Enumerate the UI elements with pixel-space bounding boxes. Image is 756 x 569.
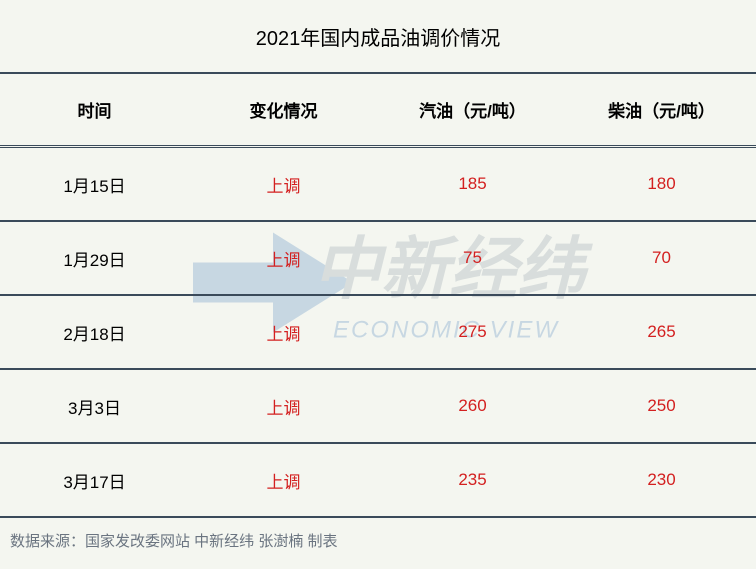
table-content: 2021年国内成品油调价情况 时间 变化情况 汽油（元/吨） 柴油（元/吨） 1… xyxy=(0,0,756,563)
header-date: 时间 xyxy=(0,74,189,145)
cell-diesel: 70 xyxy=(567,222,756,294)
table-row: 3月17日 上调 235 230 xyxy=(0,444,756,518)
cell-diesel: 180 xyxy=(567,148,756,220)
cell-diesel: 265 xyxy=(567,296,756,368)
cell-diesel: 230 xyxy=(567,444,756,516)
cell-date: 1月29日 xyxy=(0,222,189,294)
table-header-row: 时间 变化情况 汽油（元/吨） 柴油（元/吨） xyxy=(0,74,756,148)
header-diesel: 柴油（元/吨） xyxy=(567,74,756,145)
table-row: 2月18日 上调 275 265 xyxy=(0,296,756,370)
table-title: 2021年国内成品油调价情况 xyxy=(256,22,501,51)
header-gasoline: 汽油（元/吨） xyxy=(378,74,567,145)
cell-date: 3月17日 xyxy=(0,444,189,516)
cell-gasoline: 185 xyxy=(378,148,567,220)
table-row: 1月29日 上调 75 70 xyxy=(0,222,756,296)
source-text: 数据来源：国家发改委网站 中新经纬 张澍楠 制表 xyxy=(0,518,756,563)
cell-date: 1月15日 xyxy=(0,148,189,220)
table-row: 1月15日 上调 185 180 xyxy=(0,148,756,222)
header-change: 变化情况 xyxy=(189,74,378,145)
table-title-row: 2021年国内成品油调价情况 xyxy=(0,0,756,74)
cell-change: 上调 xyxy=(189,222,378,294)
table-row: 3月3日 上调 260 250 xyxy=(0,370,756,444)
cell-date: 3月3日 xyxy=(0,370,189,442)
cell-gasoline: 260 xyxy=(378,370,567,442)
cell-change: 上调 xyxy=(189,296,378,368)
cell-gasoline: 75 xyxy=(378,222,567,294)
table-container: 中新经纬 ECONOMIC VIEW 2021年国内成品油调价情况 时间 变化情… xyxy=(0,0,756,569)
cell-date: 2月18日 xyxy=(0,296,189,368)
cell-change: 上调 xyxy=(189,370,378,442)
cell-diesel: 250 xyxy=(567,370,756,442)
cell-change: 上调 xyxy=(189,148,378,220)
cell-gasoline: 235 xyxy=(378,444,567,516)
cell-gasoline: 275 xyxy=(378,296,567,368)
cell-change: 上调 xyxy=(189,444,378,516)
